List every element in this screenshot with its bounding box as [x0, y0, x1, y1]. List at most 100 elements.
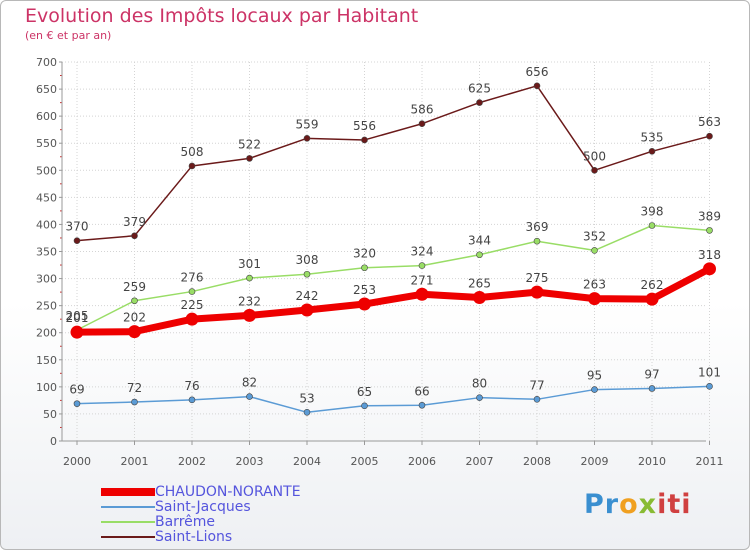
point-barreme [591, 247, 598, 254]
data-label-saint-lions: 586 [411, 103, 434, 117]
point-chaudon-norante [358, 297, 371, 311]
legend-swatch-chaudon [101, 488, 155, 496]
y-tick-label: 400 [36, 218, 57, 231]
data-label-chaudon-norante: 232 [238, 294, 261, 308]
series-line-barreme [76, 224, 710, 331]
data-label-saint-jacques: 65 [357, 385, 372, 399]
data-label-barreme: 301 [238, 257, 261, 271]
point-saint-lions [648, 148, 656, 155]
point-saint-jacques [591, 386, 598, 393]
x-tick-label: 2002 [178, 455, 206, 468]
point-saint-lions [303, 135, 311, 142]
point-saint-jacques [246, 393, 253, 400]
point-saint-jacques [303, 409, 311, 416]
point-saint-jacques [131, 398, 138, 406]
point-barreme [476, 251, 483, 259]
data-label-saint-jacques: 97 [644, 367, 659, 381]
point-chaudon-norante [588, 292, 601, 306]
x-tick-label: 2000 [63, 455, 91, 468]
data-label-chaudon-norante: 263 [583, 278, 606, 292]
data-label-barreme: 320 [353, 247, 376, 261]
series-line-saint-jacques [76, 385, 710, 414]
data-label-chaudon-norante: 275 [526, 271, 549, 285]
y-tick-label: 0 [50, 435, 57, 448]
logo-part-2: o [619, 489, 639, 520]
point-barreme [303, 270, 311, 278]
data-label-saint-lions: 379 [123, 215, 146, 229]
legend-label-chaudon: CHAUDON-NORANTE [155, 484, 301, 500]
y-tick-label: 550 [36, 137, 57, 150]
legend-item-saint-lions: Saint-Lions [101, 529, 361, 545]
x-tick-label: 2009 [581, 455, 609, 468]
point-barreme [533, 237, 541, 245]
x-tick-label: 2001 [121, 455, 149, 468]
data-label-chaudon-norante: 225 [181, 298, 204, 312]
y-tick-label: 450 [36, 191, 57, 204]
point-barreme [361, 264, 368, 272]
point-saint-lions [188, 162, 196, 170]
data-label-chaudon-norante: 201 [66, 311, 89, 325]
point-chaudon-norante [473, 291, 486, 305]
point-barreme [706, 227, 713, 234]
point-saint-lions [131, 232, 138, 240]
y-tick-label: 600 [36, 110, 57, 123]
data-label-saint-lions: 556 [353, 119, 376, 133]
series-line-saint-lions [76, 85, 710, 242]
chart-subtitle: (en € et par an) [25, 29, 112, 42]
data-label-chaudon-norante: 318 [698, 248, 721, 262]
data-label-barreme: 389 [698, 209, 721, 223]
data-label-saint-lions: 563 [698, 115, 721, 129]
grid-lines [62, 61, 710, 441]
x-tick-label: 2008 [523, 455, 551, 468]
data-label-chaudon-norante: 253 [353, 283, 376, 297]
x-tick-labels: 2000 2001 2002 2003 2004 2005 2006 2007 2008 2009… [63, 455, 724, 468]
legend-swatch-saint-lions [101, 536, 155, 538]
data-label-saint-jacques: 80 [472, 377, 487, 391]
data-label-chaudon-norante: 262 [641, 278, 664, 292]
point-chaudon-norante [128, 325, 141, 339]
point-saint-lions [73, 237, 81, 244]
point-saint-lions [533, 82, 541, 90]
y-tick-label: 100 [36, 381, 57, 394]
series-line-chaudon-norante [76, 265, 712, 336]
data-label-chaudon-norante: 271 [411, 273, 434, 287]
y-tick-label: 350 [36, 246, 57, 259]
data-label-saint-lions: 370 [66, 220, 89, 234]
data-label-saint-lions: 500 [583, 149, 606, 163]
point-saint-lions [591, 166, 598, 174]
point-saint-lions [418, 120, 426, 128]
y-tick-label: 500 [36, 164, 57, 177]
legend-swatch-saint-jacques [101, 506, 155, 508]
point-saint-jacques [188, 396, 196, 404]
data-label-chaudon-norante: 265 [468, 277, 491, 291]
data-label-barreme: 352 [583, 229, 606, 243]
legend-item-saint-jacques: Saint-Jacques [101, 499, 361, 515]
data-label-barreme: 276 [181, 271, 204, 285]
data-label-saint-jacques: 95 [587, 369, 602, 383]
data-label-saint-lions: 625 [468, 82, 491, 96]
y-tick-label: 300 [36, 273, 57, 286]
point-barreme [188, 288, 196, 295]
point-saint-lions [361, 136, 368, 144]
data-label-barreme: 205 [66, 309, 89, 323]
point-chaudon-norante [300, 303, 314, 317]
point-chaudon-norante [70, 325, 84, 339]
point-saint-jacques [476, 394, 483, 401]
point-chaudon-norante [645, 292, 659, 306]
point-chaudon-norante [415, 287, 429, 301]
point-chaudon-norante [243, 308, 256, 322]
point-saint-jacques [361, 402, 368, 410]
data-label-saint-lions: 522 [238, 137, 261, 151]
data-label-saint-lions: 559 [296, 117, 319, 131]
legend-label-barreme: Barrême [155, 514, 216, 530]
data-label-saint-jacques: 76 [184, 379, 199, 393]
data-label-barreme: 369 [526, 220, 549, 234]
legend-label-saint-jacques: Saint-Jacques [155, 499, 251, 515]
point-saint-jacques [706, 383, 713, 390]
x-tick-label: 2010 [638, 455, 666, 468]
legend-item-chaudon: CHAUDON-NORANTE [101, 484, 361, 500]
data-label-saint-lions: 535 [641, 130, 664, 144]
x-tick-label: 2006 [408, 455, 436, 468]
data-label-barreme: 308 [296, 253, 319, 267]
point-saint-lions [476, 99, 483, 106]
